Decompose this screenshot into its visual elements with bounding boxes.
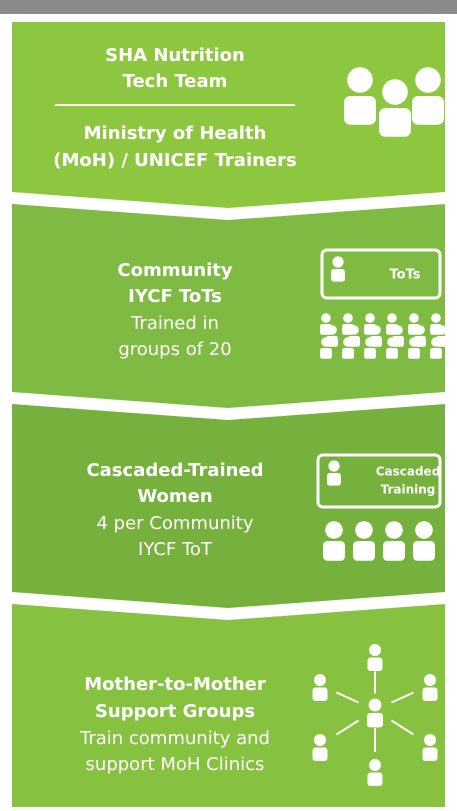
board-icon xyxy=(316,453,442,509)
icon-part xyxy=(364,348,376,359)
icon-part xyxy=(342,348,354,359)
panel xyxy=(12,22,445,208)
icons xyxy=(312,67,448,786)
icon-part xyxy=(393,325,403,335)
icon-part xyxy=(323,541,345,561)
icon-part xyxy=(387,337,397,347)
icon-part xyxy=(343,337,353,347)
icon-part xyxy=(343,313,353,323)
panel xyxy=(12,204,445,408)
text-line: groups of 20 xyxy=(118,339,231,360)
icon-part xyxy=(387,313,397,323)
icon-part xyxy=(327,325,337,335)
panel xyxy=(12,604,445,807)
text-line: 4 per Community xyxy=(97,513,254,534)
icon-part xyxy=(368,698,382,712)
icon-part xyxy=(431,337,441,347)
icon-part xyxy=(328,460,340,472)
icon-part xyxy=(412,96,444,125)
text-line: Train community and xyxy=(79,728,270,749)
icon-part xyxy=(321,337,331,347)
icon-part xyxy=(382,79,408,105)
title-line: IYCF ToTs xyxy=(128,286,222,307)
icon-part xyxy=(331,269,345,282)
board-icon xyxy=(320,248,442,300)
icon-part xyxy=(415,325,425,335)
icon-part xyxy=(335,719,360,736)
title-line: Tech Team xyxy=(123,71,228,92)
icon-part xyxy=(413,541,435,561)
icon-part xyxy=(383,541,405,561)
icon-part xyxy=(431,313,441,323)
title-line: Support Groups xyxy=(95,701,255,722)
icon-part xyxy=(385,521,403,539)
icon-part xyxy=(312,747,328,761)
title-line: Mother-to-Mother xyxy=(84,674,266,695)
icon-part xyxy=(365,337,375,347)
icon-part xyxy=(353,541,375,561)
icon-part xyxy=(349,325,359,335)
icon-part xyxy=(321,313,331,323)
icon-part xyxy=(415,67,441,93)
icon-part xyxy=(355,521,373,539)
icon-part xyxy=(424,734,436,746)
icon-label: Cascaded xyxy=(376,465,441,479)
icon-part xyxy=(369,759,381,771)
icon-part xyxy=(347,67,373,93)
icon-part xyxy=(390,719,415,736)
icon-part xyxy=(344,96,376,125)
text-line: Trained in xyxy=(130,313,219,334)
text-line: IYCF ToT xyxy=(138,539,213,560)
icon-part xyxy=(422,687,438,701)
top-bar xyxy=(0,0,457,14)
icon-part xyxy=(367,772,383,786)
icon-part xyxy=(325,521,343,539)
icon-part xyxy=(314,734,326,746)
icon-label: ToTs xyxy=(390,268,421,283)
icon-part xyxy=(409,337,419,347)
icon-part xyxy=(327,473,341,486)
icon-part xyxy=(422,747,438,761)
icon-part xyxy=(320,348,332,359)
subtitle-line: (MoH) / UNICEF Trainers xyxy=(53,150,296,171)
icon-part xyxy=(371,325,381,335)
icon-part xyxy=(336,691,359,704)
icon-part xyxy=(332,256,344,268)
icon-part xyxy=(386,348,398,359)
icon-part xyxy=(437,325,447,335)
icon-part xyxy=(379,108,411,137)
icon-part xyxy=(391,691,414,704)
icon-part xyxy=(408,348,420,359)
icon-part xyxy=(365,313,375,323)
title-line: Cascaded-Trained xyxy=(86,460,263,481)
icon-part xyxy=(369,644,381,656)
icon-part xyxy=(367,657,383,671)
icon-label: Training xyxy=(381,483,436,497)
icon-part xyxy=(430,348,442,359)
icon-part xyxy=(424,674,436,686)
title-line: Community xyxy=(117,260,232,281)
icon-part xyxy=(367,713,383,728)
text-line: support MoH Clinics xyxy=(86,754,265,775)
icon-part xyxy=(415,521,433,539)
icon-part xyxy=(314,674,326,686)
title-line: SHA Nutrition xyxy=(105,45,245,66)
title-line: Women xyxy=(137,486,212,507)
icon-part xyxy=(409,313,419,323)
subtitle-line: Ministry of Health xyxy=(84,123,267,144)
icon-part xyxy=(312,687,328,701)
